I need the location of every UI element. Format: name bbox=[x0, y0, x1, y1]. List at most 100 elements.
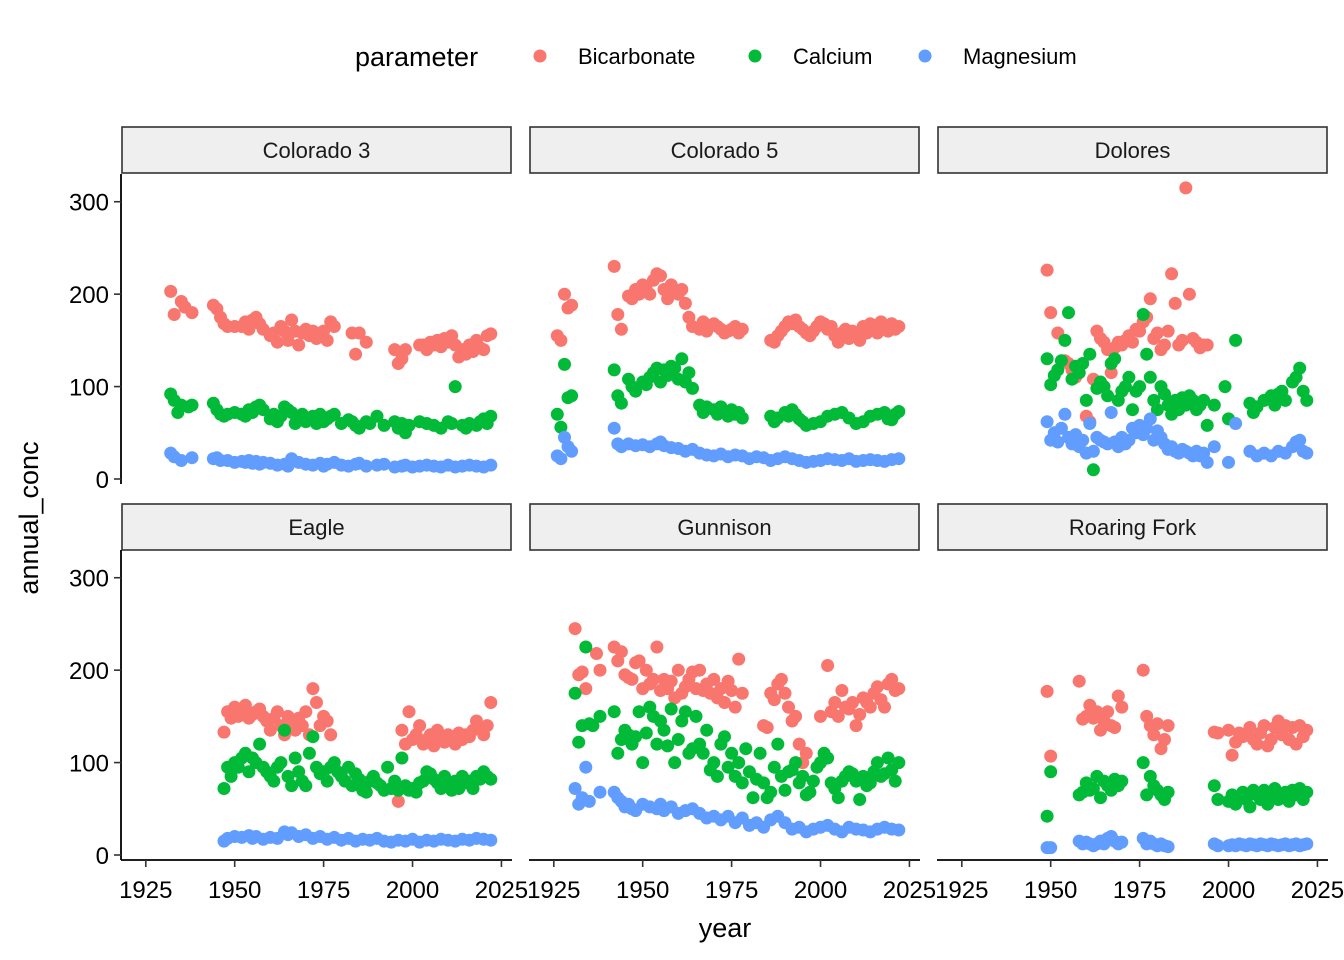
data-point bbox=[1161, 840, 1175, 854]
data-point bbox=[445, 417, 459, 430]
y-tick-label: 300 bbox=[69, 566, 109, 593]
data-point bbox=[593, 709, 607, 723]
series-calcium bbox=[164, 380, 498, 440]
data-point bbox=[878, 700, 891, 714]
data-point bbox=[1200, 338, 1214, 352]
data-point bbox=[1179, 181, 1193, 195]
data-point bbox=[782, 700, 795, 714]
data-point bbox=[661, 739, 675, 753]
data-point bbox=[625, 672, 639, 686]
y-tick-label: 0 bbox=[96, 467, 109, 494]
data-point bbox=[217, 725, 231, 739]
data-point bbox=[1086, 444, 1100, 458]
x-tick-label: 1925 bbox=[935, 877, 988, 904]
data-point bbox=[224, 769, 238, 783]
data-point bbox=[185, 398, 199, 412]
data-point bbox=[707, 756, 721, 770]
facet-label: Eagle bbox=[288, 515, 344, 540]
data-point bbox=[1086, 463, 1100, 477]
data-point bbox=[1136, 756, 1150, 770]
data-point bbox=[892, 756, 906, 770]
data-point bbox=[593, 663, 607, 677]
data-point bbox=[1207, 779, 1221, 793]
data-point bbox=[806, 774, 820, 788]
data-point bbox=[1168, 296, 1182, 310]
data-point bbox=[238, 698, 252, 712]
series-calcium bbox=[568, 640, 906, 806]
data-point bbox=[1300, 837, 1314, 851]
data-point bbox=[664, 702, 678, 716]
data-point bbox=[814, 709, 827, 723]
data-point bbox=[671, 663, 685, 677]
data-point bbox=[629, 730, 643, 744]
y-tick-label: 100 bbox=[69, 375, 109, 402]
data-point bbox=[725, 684, 739, 697]
y-tick-label: 0 bbox=[96, 843, 109, 870]
facet-label: Colorado 5 bbox=[671, 138, 779, 163]
x-tick-label: 1950 bbox=[208, 877, 261, 904]
data-point bbox=[1054, 354, 1068, 368]
data-point bbox=[327, 407, 341, 421]
data-point bbox=[579, 640, 593, 654]
data-point bbox=[849, 719, 863, 733]
data-point bbox=[579, 682, 593, 696]
data-point bbox=[792, 737, 806, 751]
data-point bbox=[1222, 455, 1235, 469]
data-point bbox=[835, 684, 849, 697]
data-point bbox=[185, 451, 199, 465]
data-point bbox=[753, 746, 767, 760]
data-point bbox=[388, 343, 402, 357]
data-point bbox=[870, 680, 884, 694]
data-point bbox=[565, 389, 579, 403]
data-point bbox=[1161, 785, 1175, 799]
data-point bbox=[391, 794, 405, 808]
data-point bbox=[1293, 361, 1307, 375]
data-point bbox=[1072, 674, 1086, 688]
x-tick-label: 2025 bbox=[883, 877, 936, 904]
panel-dolores: Dolores bbox=[937, 126, 1328, 477]
data-point bbox=[480, 719, 494, 733]
data-point bbox=[1040, 684, 1054, 698]
data-point bbox=[1054, 421, 1068, 435]
data-point bbox=[253, 737, 267, 751]
data-point bbox=[735, 322, 749, 336]
data-point bbox=[1300, 446, 1314, 460]
data-point bbox=[774, 672, 788, 686]
facet-strip bbox=[937, 503, 1328, 551]
data-point bbox=[281, 333, 295, 347]
data-point bbox=[892, 823, 906, 837]
data-point bbox=[1300, 785, 1314, 799]
data-point bbox=[607, 421, 621, 435]
data-point bbox=[1143, 412, 1157, 426]
data-point bbox=[718, 730, 731, 744]
data-point bbox=[853, 708, 867, 721]
data-point bbox=[646, 672, 660, 686]
data-point bbox=[821, 751, 835, 765]
data-point bbox=[324, 728, 338, 742]
data-point bbox=[174, 454, 188, 467]
facet-strip bbox=[529, 126, 920, 174]
data-point bbox=[650, 737, 664, 751]
data-point bbox=[586, 719, 600, 733]
x-tick-label: 1950 bbox=[1024, 877, 1077, 904]
data-point bbox=[1044, 306, 1058, 320]
data-point bbox=[789, 756, 803, 770]
data-point bbox=[398, 343, 412, 357]
data-point bbox=[767, 693, 781, 707]
data-point bbox=[710, 769, 724, 783]
facet-label: Dolores bbox=[1095, 138, 1171, 163]
data-point bbox=[1122, 370, 1136, 384]
data-point bbox=[767, 760, 781, 774]
series-calcium bbox=[1040, 756, 1314, 823]
data-point bbox=[164, 284, 178, 298]
data-point bbox=[1094, 791, 1107, 805]
data-point bbox=[611, 746, 625, 760]
data-point bbox=[1161, 324, 1175, 338]
series-magnesium bbox=[550, 421, 906, 469]
data-point bbox=[735, 411, 749, 425]
data-point bbox=[1158, 387, 1171, 401]
data-point bbox=[1250, 737, 1264, 751]
data-point bbox=[721, 760, 735, 774]
data-point bbox=[1207, 440, 1221, 454]
